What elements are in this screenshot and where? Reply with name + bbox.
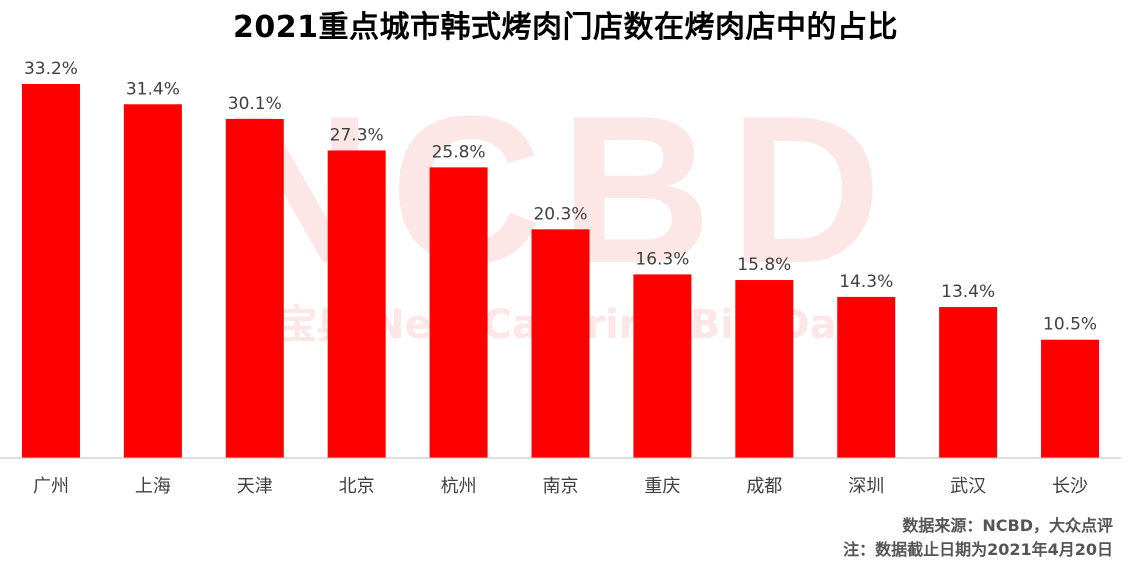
x-tick-label: 广州 xyxy=(33,476,69,497)
bars-group: 33.2% 31.4% 30.1% 27.3% 25.8% 20.3% 16.3% 15.8%… xyxy=(21,59,1100,459)
x-tick-label: 成都 xyxy=(746,476,782,497)
data-label: 15.8% xyxy=(737,255,791,275)
x-tick-label: 杭州 xyxy=(441,476,477,497)
x-tick-label: 上海 xyxy=(135,476,171,497)
x-tick-label: 长沙 xyxy=(1052,476,1088,497)
x-tick-label: 北京 xyxy=(339,476,375,497)
data-label: 13.4% xyxy=(941,282,995,302)
bar-5 xyxy=(429,167,488,458)
chart-title: 2021重点城市韩式烤肉门店数在烤肉店中的占比 xyxy=(233,10,898,45)
data-label: 10.5% xyxy=(1043,315,1097,335)
data-label: 33.2% xyxy=(24,59,78,79)
bar-1 xyxy=(21,84,80,458)
bar-11 xyxy=(1041,339,1100,458)
data-label: 25.8% xyxy=(432,142,486,162)
x-tick-label: 重庆 xyxy=(644,476,680,497)
footer: 数据来源：NCBD，大众点评 注：数据截止日期为2021年4月20日 xyxy=(843,514,1113,562)
data-label: 16.3% xyxy=(635,249,689,269)
x-tick-label: 南京 xyxy=(543,476,579,497)
data-label: 14.3% xyxy=(839,272,893,292)
data-label: 30.1% xyxy=(228,94,282,114)
source-text: 数据来源：NCBD，大众点评 xyxy=(902,516,1113,535)
bar-2 xyxy=(123,104,182,459)
x-tick-label: 深圳 xyxy=(848,476,884,497)
data-label: 31.4% xyxy=(126,79,180,99)
bar-6 xyxy=(531,229,590,458)
data-label: 20.3% xyxy=(533,204,587,224)
bar-10 xyxy=(939,307,998,458)
bar-9 xyxy=(837,296,896,458)
bar-3 xyxy=(225,118,284,458)
x-tick-label: 天津 xyxy=(237,476,273,497)
data-label: 27.3% xyxy=(330,125,384,145)
bar-8 xyxy=(735,280,794,458)
bar-4 xyxy=(327,150,386,458)
x-axis-labels: 广州 上海 天津 北京 杭州 南京 重庆 成都 深圳 武汉 长沙 xyxy=(33,476,1088,497)
bar-7 xyxy=(633,274,692,458)
x-tick-label: 武汉 xyxy=(950,476,986,497)
note-text: 注：数据截止日期为2021年4月20日 xyxy=(843,540,1113,559)
